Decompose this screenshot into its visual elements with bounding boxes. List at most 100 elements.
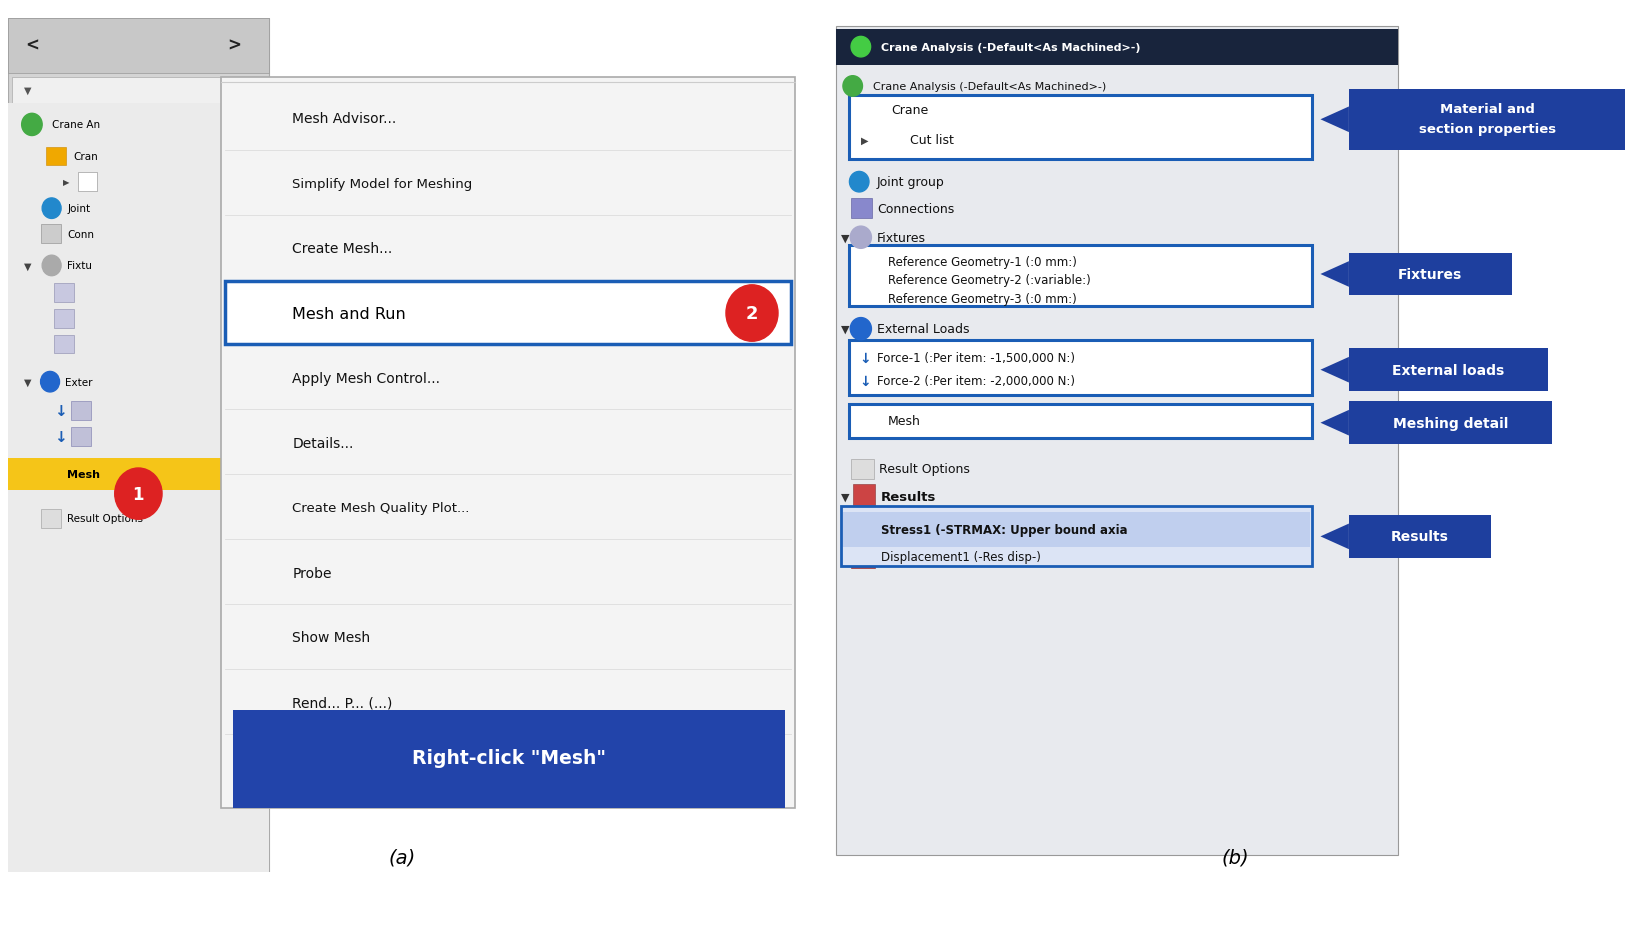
FancyBboxPatch shape <box>78 174 97 192</box>
Text: Meshing detail: Meshing detail <box>1393 417 1508 431</box>
Text: ↓: ↓ <box>54 404 66 419</box>
Circle shape <box>850 173 870 193</box>
FancyBboxPatch shape <box>837 27 1398 856</box>
Text: Conn: Conn <box>68 229 94 239</box>
FancyBboxPatch shape <box>1350 349 1548 392</box>
Text: ▼: ▼ <box>840 324 850 334</box>
FancyBboxPatch shape <box>54 284 74 303</box>
FancyBboxPatch shape <box>851 459 874 480</box>
FancyBboxPatch shape <box>851 518 876 542</box>
Text: Mesh: Mesh <box>68 470 101 480</box>
Text: (a): (a) <box>389 847 416 867</box>
FancyBboxPatch shape <box>853 484 876 509</box>
FancyBboxPatch shape <box>837 30 1398 66</box>
FancyBboxPatch shape <box>233 363 272 393</box>
Text: Probe: Probe <box>292 566 332 580</box>
Text: External loads: External loads <box>1393 364 1505 378</box>
Text: Crane Analysis (-Default<As Machined>-): Crane Analysis (-Default<As Machined>-) <box>873 82 1106 92</box>
FancyBboxPatch shape <box>233 298 272 330</box>
FancyBboxPatch shape <box>221 78 795 808</box>
Text: ▶: ▶ <box>63 178 69 187</box>
Text: Exter: Exter <box>64 378 92 387</box>
Text: Fixtures: Fixtures <box>878 231 926 244</box>
FancyBboxPatch shape <box>224 282 792 344</box>
Circle shape <box>850 318 871 341</box>
Text: ▼: ▼ <box>840 233 850 243</box>
Polygon shape <box>1320 524 1350 549</box>
Text: Show Mesh: Show Mesh <box>292 631 370 645</box>
FancyBboxPatch shape <box>233 104 272 135</box>
Circle shape <box>851 37 871 58</box>
FancyBboxPatch shape <box>8 458 269 491</box>
Text: Mesh Advisor...: Mesh Advisor... <box>292 112 396 126</box>
Text: Connections: Connections <box>878 202 954 215</box>
FancyBboxPatch shape <box>1350 402 1553 445</box>
FancyBboxPatch shape <box>848 405 1312 439</box>
FancyBboxPatch shape <box>860 410 883 432</box>
Text: Stress1 (-STRMAX: Upper bound axia: Stress1 (-STRMAX: Upper bound axia <box>881 523 1129 536</box>
Polygon shape <box>1320 108 1350 133</box>
Text: Result Options: Result Options <box>68 514 144 524</box>
Circle shape <box>850 226 871 249</box>
Text: External Loads: External Loads <box>878 323 970 336</box>
FancyBboxPatch shape <box>878 130 901 152</box>
Text: Force-1 (:Per item: -1,500,000 N:): Force-1 (:Per item: -1,500,000 N:) <box>878 352 1076 365</box>
Circle shape <box>43 199 61 219</box>
FancyBboxPatch shape <box>8 19 269 872</box>
Circle shape <box>41 372 59 393</box>
Text: Mesh and Run: Mesh and Run <box>292 306 406 321</box>
Circle shape <box>21 114 43 136</box>
Text: ▼: ▼ <box>25 86 31 97</box>
Text: Simplify Model for Meshing: Simplify Model for Meshing <box>292 177 472 190</box>
FancyBboxPatch shape <box>54 335 74 354</box>
Text: <: < <box>26 37 40 55</box>
Text: Result Options: Result Options <box>879 463 970 476</box>
FancyBboxPatch shape <box>860 272 883 290</box>
FancyBboxPatch shape <box>848 341 1312 396</box>
Text: 1: 1 <box>132 485 144 503</box>
Text: Joint group: Joint group <box>878 176 945 189</box>
FancyBboxPatch shape <box>233 493 272 523</box>
Text: 2: 2 <box>746 304 759 323</box>
FancyBboxPatch shape <box>41 509 61 528</box>
Text: Results: Results <box>1391 530 1449 544</box>
Text: ↓: ↓ <box>54 430 66 445</box>
Text: Fixtu: Fixtu <box>68 261 92 271</box>
FancyBboxPatch shape <box>233 623 272 653</box>
Text: Details...: Details... <box>292 436 353 450</box>
Text: (b): (b) <box>1221 847 1249 867</box>
FancyBboxPatch shape <box>233 169 272 200</box>
FancyBboxPatch shape <box>8 104 269 872</box>
FancyBboxPatch shape <box>851 547 876 568</box>
FancyBboxPatch shape <box>233 558 272 588</box>
Text: Reference Geometry-3 (:0 mm:): Reference Geometry-3 (:0 mm:) <box>888 293 1076 306</box>
FancyBboxPatch shape <box>233 710 785 808</box>
Text: Cut list: Cut list <box>909 135 954 148</box>
FancyBboxPatch shape <box>1350 89 1625 151</box>
Text: Crane Analysis (-Default<As Machined>-): Crane Analysis (-Default<As Machined>-) <box>881 43 1140 53</box>
Text: Mesh: Mesh <box>888 415 921 428</box>
Text: Create Mesh Quality Plot...: Create Mesh Quality Plot... <box>292 502 470 515</box>
FancyBboxPatch shape <box>41 465 61 483</box>
FancyBboxPatch shape <box>233 428 272 458</box>
Circle shape <box>116 469 162 520</box>
Text: ▼: ▼ <box>840 492 850 502</box>
FancyBboxPatch shape <box>1350 515 1492 558</box>
FancyBboxPatch shape <box>860 253 883 270</box>
FancyBboxPatch shape <box>843 512 1310 548</box>
Text: ▶: ▶ <box>861 135 868 146</box>
FancyBboxPatch shape <box>1350 253 1511 296</box>
FancyBboxPatch shape <box>12 78 264 104</box>
FancyBboxPatch shape <box>848 96 1312 160</box>
Text: Cran: Cran <box>73 152 97 161</box>
Text: Coll...: Coll... <box>292 760 332 774</box>
Text: Force-2 (:Per item: -2,000,000 N:): Force-2 (:Per item: -2,000,000 N:) <box>878 375 1076 388</box>
Text: Fixtures: Fixtures <box>1398 267 1462 282</box>
Text: Results: Results <box>881 490 937 503</box>
Text: Create Mesh...: Create Mesh... <box>292 242 393 256</box>
Text: section properties: section properties <box>1419 122 1556 135</box>
Text: ▼: ▼ <box>25 378 31 387</box>
Text: Reference Geometry-1 (:0 mm:): Reference Geometry-1 (:0 mm:) <box>888 255 1076 268</box>
FancyBboxPatch shape <box>860 290 883 308</box>
FancyBboxPatch shape <box>848 246 1312 307</box>
